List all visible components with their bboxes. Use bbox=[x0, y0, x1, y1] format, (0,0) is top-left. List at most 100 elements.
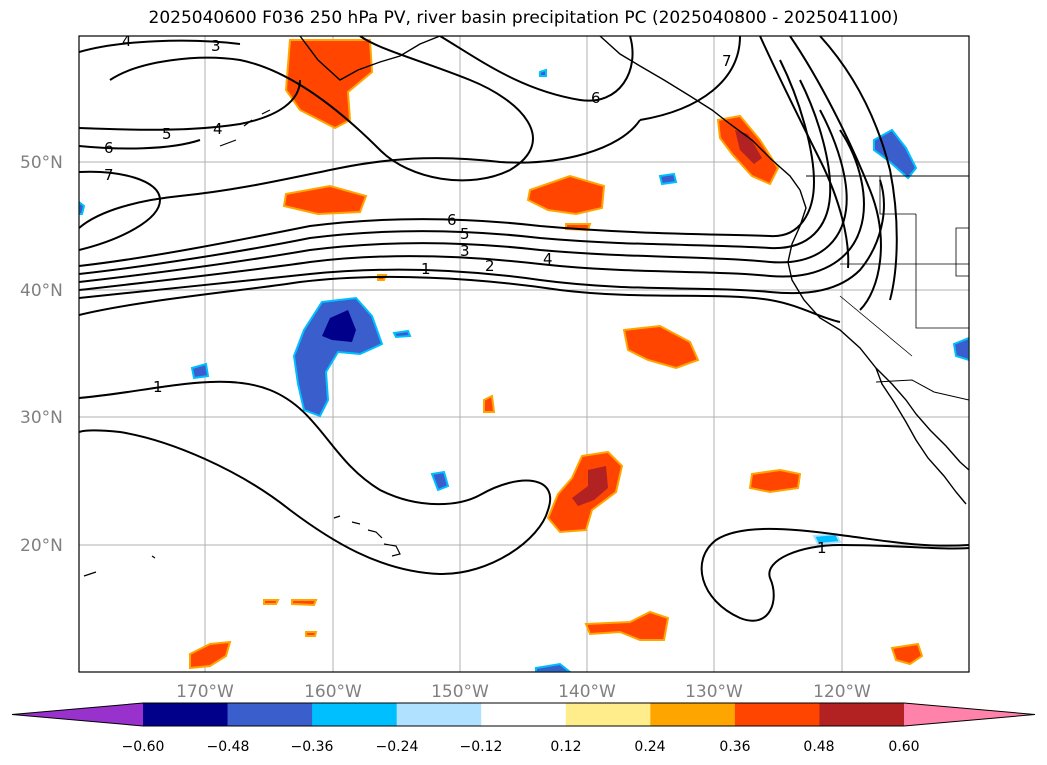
colorbar bbox=[11, 702, 1036, 727]
precip-neg-blob-small-2 bbox=[430, 470, 450, 492]
pv-contour-3 bbox=[79, 129, 865, 291]
border-us-mexico bbox=[875, 379, 969, 401]
precip-neg-core-38n-160w bbox=[322, 310, 356, 342]
pv-contour-7-north bbox=[639, 36, 741, 121]
precip-blob-48n-160w bbox=[282, 184, 368, 216]
pv-label: 1 bbox=[817, 539, 827, 557]
colorbar-tick-label: 0.12 bbox=[550, 739, 581, 755]
colorbar-tick-label: −0.48 bbox=[207, 739, 250, 755]
pv-label: 4 bbox=[122, 32, 132, 50]
colorbar-tick-label: −0.12 bbox=[460, 739, 503, 755]
pv-contour-3-west bbox=[79, 39, 241, 53]
positive-precip-anomalies bbox=[189, 39, 924, 670]
pv-contour-6 bbox=[79, 59, 816, 267]
longitude-labels: 170°W 160°W 150°W 140°W 130°W 120°W bbox=[176, 682, 871, 702]
pv-contour-5 bbox=[79, 79, 832, 275]
precip-neg-blob-small-6 bbox=[952, 336, 969, 362]
precip-blob-12n-115w bbox=[890, 642, 924, 666]
precip-neg-blob-small-1 bbox=[658, 172, 678, 186]
coast-baja bbox=[875, 367, 967, 505]
map-background bbox=[79, 36, 969, 672]
pv-label: 5 bbox=[460, 225, 470, 243]
colorbar-extend-min bbox=[12, 703, 143, 726]
precip-blob-37n-135w bbox=[622, 324, 700, 370]
precip-blob-12n-170w bbox=[189, 640, 232, 670]
precip-neg-blob-small-3 bbox=[190, 362, 210, 380]
colorbar-tick-label: 0.36 bbox=[719, 739, 750, 755]
colorbar-tick-label: −0.60 bbox=[122, 739, 165, 755]
lon-label: 150°W bbox=[431, 682, 489, 702]
colorbar-tick-label: 0.60 bbox=[888, 739, 919, 755]
pv-label: 5 bbox=[162, 125, 172, 143]
precip-neg-blob-38n-160w bbox=[292, 296, 384, 418]
pv-contours bbox=[79, 36, 969, 622]
pv-contour-1-east bbox=[700, 527, 969, 622]
precip-neg-blob-small-4 bbox=[392, 329, 412, 339]
pv-contour-7 bbox=[79, 170, 162, 251]
pv-label: 2 bbox=[485, 257, 495, 275]
colorbar-tick-label: −0.36 bbox=[291, 739, 334, 755]
pv-contour-outer bbox=[79, 119, 641, 229]
pv-label: 4 bbox=[213, 120, 223, 138]
pv-label: 3 bbox=[211, 37, 221, 55]
pv-label: 6 bbox=[447, 211, 457, 229]
pv-contour-6-west bbox=[79, 139, 201, 150]
state-borders bbox=[839, 176, 969, 470]
pv-label: 3 bbox=[460, 242, 470, 260]
precip-blob-small-b bbox=[291, 599, 318, 607]
pv-label: 1 bbox=[421, 260, 431, 278]
pv-contour-1-south bbox=[79, 380, 551, 576]
lat-label: 40°N bbox=[20, 281, 63, 301]
pv-label: 7 bbox=[104, 166, 114, 184]
precip-neg-blob-small-5 bbox=[812, 532, 842, 546]
map-title: 2025040600 F036 250 hPa PV, river basin … bbox=[148, 8, 899, 28]
lat-label: 50°N bbox=[20, 153, 63, 173]
pv-contour-6-north bbox=[439, 36, 634, 102]
colorbar-tick-label: 0.48 bbox=[803, 739, 834, 755]
pv-label: 7 bbox=[722, 52, 732, 70]
precip-core-bc-coast bbox=[735, 130, 762, 164]
coast-alaska bbox=[299, 36, 441, 81]
precip-blob-48n-140w bbox=[526, 174, 606, 216]
coast-alaska-panhandle bbox=[599, 36, 801, 191]
latitude-labels: 50°N 40°N 30°N 20°N bbox=[20, 153, 63, 556]
pv-label: 6 bbox=[104, 139, 114, 157]
pv-contour-4-west bbox=[109, 36, 534, 182]
precip-blob-13n-135w bbox=[584, 610, 670, 641]
pv-label: 1 bbox=[153, 378, 163, 396]
pv-contour-4 bbox=[79, 109, 848, 283]
lat-label: 30°N bbox=[20, 408, 63, 428]
coast-west-north-america bbox=[787, 189, 969, 471]
precip-neg-blob-50n-117w bbox=[873, 128, 918, 180]
pv-contour-labels: 4 3 6 5 4 7 6 5 4 3 2 1 7 6 1 1 bbox=[104, 32, 827, 557]
precip-blob-gulf-alaska-north bbox=[284, 39, 374, 130]
colorbar-swatch bbox=[734, 703, 820, 726]
precip-neg-blob-small-8 bbox=[79, 200, 86, 215]
colorbar-swatch bbox=[396, 703, 482, 726]
precip-neg-blob-small-9 bbox=[539, 68, 547, 77]
pv-contour-1 bbox=[79, 275, 841, 323]
pv-contour-east-3 bbox=[819, 36, 898, 301]
colorbar-tick-label: 0.24 bbox=[634, 739, 665, 755]
pacific-small-island bbox=[83, 555, 156, 577]
coastlines bbox=[299, 36, 969, 505]
precip-core-24n-140w bbox=[572, 466, 608, 506]
negative-precip-anomalies bbox=[79, 68, 969, 672]
lon-label: 160°W bbox=[304, 682, 362, 702]
precip-blob-small-a bbox=[263, 599, 280, 605]
pv-contour-2 bbox=[79, 179, 885, 299]
pv-contour-east-1 bbox=[759, 36, 850, 269]
colorbar-tick-label: −0.24 bbox=[376, 739, 419, 755]
pv-contour-east-2 bbox=[789, 36, 882, 311]
lon-label: 120°W bbox=[813, 682, 871, 702]
lat-label: 20°N bbox=[20, 536, 63, 556]
colorbar-swatch bbox=[143, 703, 229, 726]
colorbar-tick-labels: −0.60 −0.48 −0.36 −0.24 −0.12 0.12 0.24 … bbox=[122, 739, 920, 755]
hawaii-islands bbox=[333, 515, 401, 557]
pv-label: 4 bbox=[543, 250, 553, 268]
lon-label: 140°W bbox=[558, 682, 616, 702]
colorbar-outline bbox=[11, 702, 1036, 727]
precip-neg-blob-small-7 bbox=[535, 662, 572, 672]
map-frame bbox=[78, 35, 970, 673]
colorbar-swatch bbox=[312, 703, 398, 726]
